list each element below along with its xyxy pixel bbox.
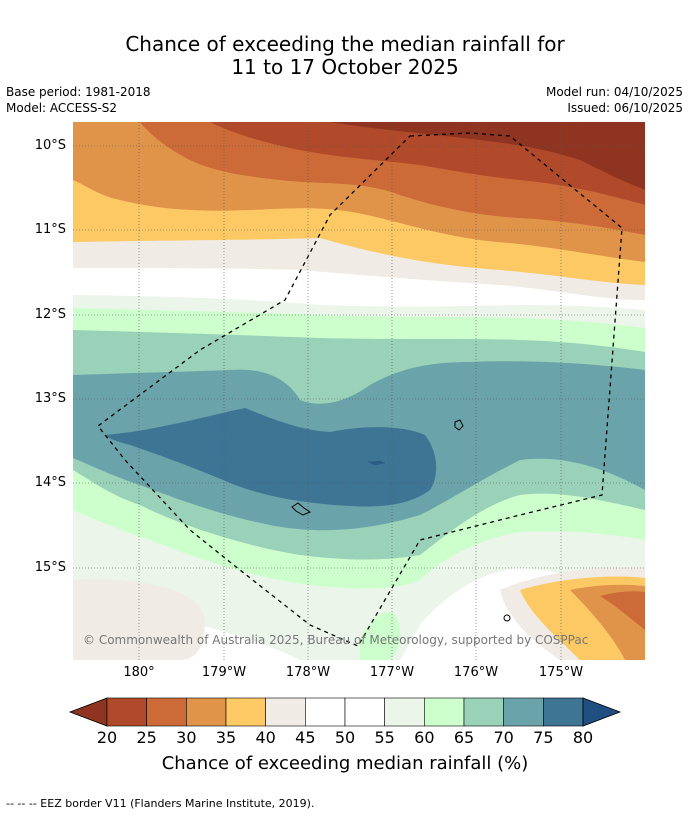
island-wallis [454,419,464,431]
lon-label-175w: 175°W [538,665,584,680]
colorbar-segment-20-25 [106,697,147,727]
colorbar [68,697,622,727]
island-small-central [367,460,386,466]
band-25-30-se [600,591,645,630]
lat-label-11s: 11°S [34,222,66,237]
island-southeast [503,614,511,622]
colorbar-segment-65-70 [463,697,504,727]
colorbar-segment-30-35 [186,697,227,727]
colorbar-tick-55: 55 [374,728,395,747]
band-60-65-blob [360,611,401,660]
colorbar-segment-60-65 [424,697,465,727]
colorbar-segment-70-75 [503,697,544,727]
island-southwest [291,502,312,516]
colorbar-segment-45-50 [305,697,346,727]
lon-label-179w: 179°W [201,665,247,680]
chart-title-line1: Chance of exceeding the median rainfall … [125,32,565,56]
base-period: Base period: 1981-2018 [6,85,151,99]
chart-title-line2: 11 to 17 October 2025 [231,55,459,79]
band-40-45-sw [73,579,205,660]
colorbar-extend-high [582,697,622,727]
copyright-notice: © Commonwealth of Australia 2025, Bureau… [83,633,589,647]
eez-border [97,132,623,647]
lat-label-10s: 10°S [34,138,66,153]
colorbar-extend-low [68,697,108,727]
colorbar-segment-75-80 [543,697,584,727]
lat-label-12s: 12°S [34,307,66,322]
lon-label-180: 180° [123,665,155,680]
colorbar-tick-70: 70 [493,728,514,747]
colorbar-segment-50-55 [344,697,385,727]
model-run: Model run: 04/10/2025 [545,85,683,99]
model-name: Model: ACCESS-S2 [6,101,118,115]
colorbar-tick-20: 20 [96,728,118,747]
colorbar-tick-45: 45 [295,728,316,747]
colorbar-segment-25-30 [146,697,187,727]
lat-label-13s: 13°S [34,391,66,406]
eez-legend-note: -- -- -- EEZ border V11 (Flanders Marine… [6,797,315,810]
colorbar-segment-35-40 [225,697,266,727]
colorbar-tick-60: 60 [414,728,435,747]
lon-label-176w: 176°W [453,665,499,680]
colorbar-tick-75: 75 [533,728,554,747]
band-below-20 [330,122,645,190]
issued-date: Issued: 06/10/2025 [567,101,683,115]
lat-label-15s: 15°S [34,560,66,575]
colorbar-tick-35: 35 [215,728,237,747]
colorbar-label: Chance of exceeding median rainfall (%) [161,753,529,774]
lat-label-14s: 14°S [34,475,66,490]
colorbar-tick-80: 80 [572,728,594,747]
colorbar-segment-40-45 [265,697,306,727]
lon-label-177w: 177°W [369,665,415,680]
colorbar-tick-50: 50 [334,728,356,747]
colorbar-tick-65: 65 [453,728,475,747]
band-75-80 [105,408,437,507]
colorbar-segment-55-60 [384,697,425,727]
lon-label-178w: 178°W [285,665,331,680]
colorbar-tick-25: 25 [136,728,157,747]
graticule [73,122,645,660]
colorbar-tick-30: 30 [176,728,197,747]
colorbar-tick-40: 40 [255,728,276,747]
